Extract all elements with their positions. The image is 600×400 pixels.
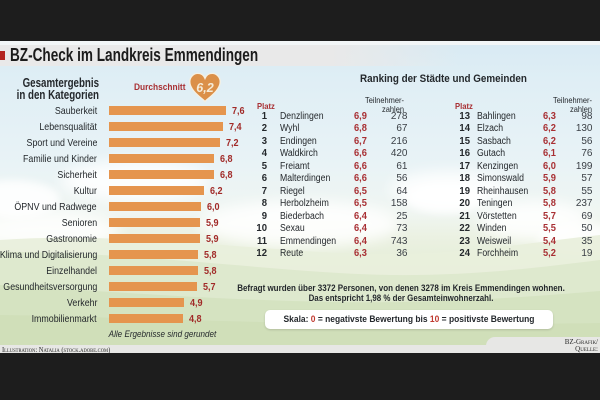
svg-text:6,2: 6,2: [196, 81, 213, 95]
